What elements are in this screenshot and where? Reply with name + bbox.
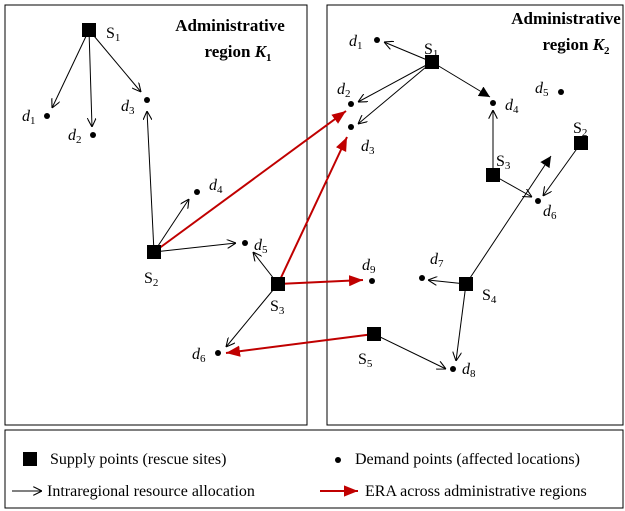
node-label: S1: [106, 25, 120, 44]
node-label: S5: [358, 351, 373, 370]
supply-point: [486, 168, 500, 182]
node-label: S2: [573, 120, 587, 139]
supply-point: [425, 55, 439, 69]
arrows: [52, 29, 582, 369]
node-label: d6: [543, 203, 557, 222]
legend-box: [4, 429, 624, 509]
demand-point: [348, 101, 354, 107]
region-title: Administrative: [175, 16, 285, 35]
region-box: [326, 4, 624, 426]
node-label: d3: [361, 138, 375, 157]
region-box: [4, 4, 308, 426]
node-label: S2: [144, 270, 158, 289]
demand-point: [144, 97, 150, 103]
node-label: d1: [22, 108, 36, 127]
legend-label: Supply points (rescue sites): [50, 451, 226, 468]
node-label: d3: [121, 98, 135, 117]
demand-point: [90, 132, 96, 138]
demand-point: [44, 113, 50, 119]
supply-point: [271, 277, 285, 291]
node-label: d7: [430, 251, 444, 270]
demand-point: [374, 37, 380, 43]
nodes: S1 d1 d2 d3 d4 S2 d5 S3 d6 d1 S1 d2 d3 d4 d5 S2 S3 d6 d7 S4…: [22, 23, 588, 380]
demand-point: [194, 189, 200, 195]
demand-point: [369, 278, 375, 284]
supply-point: [147, 245, 161, 259]
node-label: d5: [254, 237, 268, 256]
supply-point: [459, 277, 473, 291]
legend-label: ERA across administrative regions: [365, 483, 587, 500]
node-label: d1: [349, 33, 363, 52]
supply-point: [82, 23, 96, 37]
legend-label: Demand points (affected locations): [355, 451, 580, 468]
demand-point: [215, 350, 221, 356]
legend-label: Intraregional resource allocation: [47, 483, 255, 500]
demand-point: [419, 275, 425, 281]
node-label: d4: [505, 97, 519, 116]
node-label: d5: [535, 80, 549, 99]
demand-point: [558, 89, 564, 95]
node-label: S1: [424, 41, 438, 60]
demand-point: [490, 100, 496, 106]
node-label: S4: [482, 287, 497, 306]
demand-point: [450, 366, 456, 372]
node-label: d4: [209, 177, 223, 196]
node-label: S3: [270, 298, 285, 317]
legend-dot: [335, 457, 341, 463]
node-label: d9: [362, 257, 376, 276]
demand-point: [242, 240, 248, 246]
region-subtitle: region K2: [542, 35, 610, 57]
demand-point: [348, 124, 354, 130]
supply-point: [367, 327, 381, 341]
supply-point: [574, 136, 588, 150]
legend-square: [23, 452, 37, 466]
node-label: S3: [496, 153, 511, 172]
node-label: d2: [337, 81, 351, 100]
demand-point: [535, 198, 541, 204]
node-label: d2: [68, 127, 82, 146]
node-label: d6: [192, 346, 206, 365]
region-title: Administrative: [511, 9, 621, 28]
node-label: d8: [462, 361, 476, 380]
region-subtitle: region K1: [204, 42, 271, 64]
